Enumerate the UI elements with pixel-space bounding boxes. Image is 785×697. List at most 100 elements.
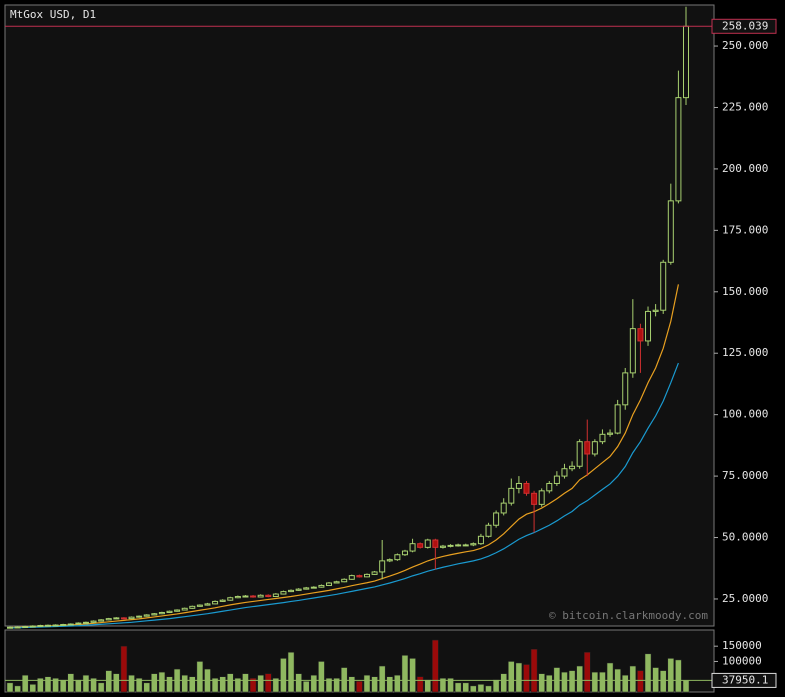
volume-bar	[492, 679, 500, 693]
moving-average-line	[9, 362, 679, 629]
candle-body	[591, 441, 598, 455]
candle-body	[303, 587, 310, 590]
candle-body	[341, 578, 348, 583]
volume-bar	[196, 661, 204, 693]
volume-bar	[378, 665, 386, 693]
volume-bar	[424, 679, 432, 693]
candle-body	[181, 607, 188, 611]
candle-body	[151, 613, 158, 616]
volume-bar	[143, 682, 150, 693]
volume-bar	[652, 667, 659, 693]
volume-bar	[264, 673, 272, 693]
volume-bar	[371, 676, 378, 693]
volume-bar	[189, 676, 196, 693]
candle-body	[614, 404, 621, 434]
volume-bar	[97, 682, 105, 693]
candle-body	[667, 200, 674, 263]
volume-bar	[280, 658, 287, 693]
volume-bar	[629, 665, 637, 693]
volume-bar	[105, 670, 112, 693]
volume-bar	[432, 639, 439, 693]
candle-body	[44, 624, 51, 627]
volume-bar	[113, 673, 120, 693]
y-tick-label: 50.0000	[722, 531, 768, 544]
volume-bar	[135, 678, 143, 693]
candle-body	[143, 614, 150, 617]
volume-bar	[546, 674, 553, 693]
volume-bar	[52, 678, 59, 693]
last-price-box	[711, 18, 777, 34]
volume-bar	[470, 685, 477, 693]
volume-bar	[211, 678, 219, 693]
candle-body	[455, 544, 462, 547]
price-panel	[4, 4, 715, 627]
volume-bar	[325, 678, 333, 693]
volume-bar	[44, 676, 52, 693]
volume-bar	[234, 678, 242, 693]
candle-body	[363, 573, 370, 578]
candle-body	[401, 550, 408, 556]
volume-bar	[644, 653, 652, 693]
candle-body	[576, 441, 583, 467]
candle-body	[90, 620, 97, 623]
candle-body	[272, 593, 279, 598]
volume-bar	[576, 665, 583, 693]
volume-bar	[477, 684, 485, 693]
candle-body	[242, 595, 249, 598]
candle-body	[295, 588, 302, 591]
y-tick-label: 100.000	[722, 408, 768, 421]
y-tick-label: 250.000	[722, 39, 768, 52]
candle-body	[622, 372, 629, 406]
volume-bar	[515, 662, 523, 693]
candle-body	[652, 309, 659, 312]
candle-body	[166, 610, 173, 613]
candle-body	[356, 575, 363, 578]
candle-body	[424, 539, 431, 548]
volume-bar	[675, 659, 682, 693]
volume-bar	[606, 662, 614, 693]
candle-body	[7, 626, 13, 629]
candle-body	[584, 441, 591, 455]
candle-body	[219, 599, 226, 602]
volume-bar	[59, 679, 67, 693]
candle-body	[477, 535, 484, 545]
candle-body	[432, 539, 439, 548]
candle-body	[523, 482, 530, 494]
candle-body	[37, 625, 44, 628]
candle-body	[637, 328, 644, 342]
candle-body	[128, 616, 135, 620]
volume-bar	[530, 648, 538, 693]
candle-body	[371, 571, 378, 575]
candle-body	[158, 611, 165, 615]
last-volume-box	[711, 672, 777, 688]
candle-body	[386, 559, 393, 562]
volume-bar	[439, 678, 447, 693]
y-tick-label: 150.000	[722, 285, 768, 298]
y-tick-label: 100000	[722, 654, 762, 667]
volume-bar	[128, 674, 135, 693]
candle-body	[531, 492, 538, 505]
candle-body	[113, 617, 120, 620]
candle-body	[310, 586, 317, 589]
candle-body	[538, 490, 545, 505]
candle-body	[470, 543, 477, 546]
volume-bar	[82, 674, 90, 693]
candle-body	[409, 543, 416, 552]
volume-bar	[447, 678, 454, 693]
candle-body	[675, 97, 682, 202]
volume-bar	[181, 674, 188, 693]
candle-body	[333, 581, 340, 584]
candle-body	[607, 432, 614, 435]
volume-bar	[394, 674, 401, 693]
volume-bar	[166, 676, 173, 693]
candle-body	[52, 624, 59, 627]
candle-body	[645, 310, 652, 342]
volume-bar	[21, 674, 29, 693]
candle-body	[174, 609, 181, 612]
candle-body	[683, 25, 689, 99]
candle-body	[439, 545, 446, 548]
volume-bar	[340, 667, 348, 693]
volume-bar	[158, 671, 166, 693]
volume-bar	[682, 680, 690, 693]
